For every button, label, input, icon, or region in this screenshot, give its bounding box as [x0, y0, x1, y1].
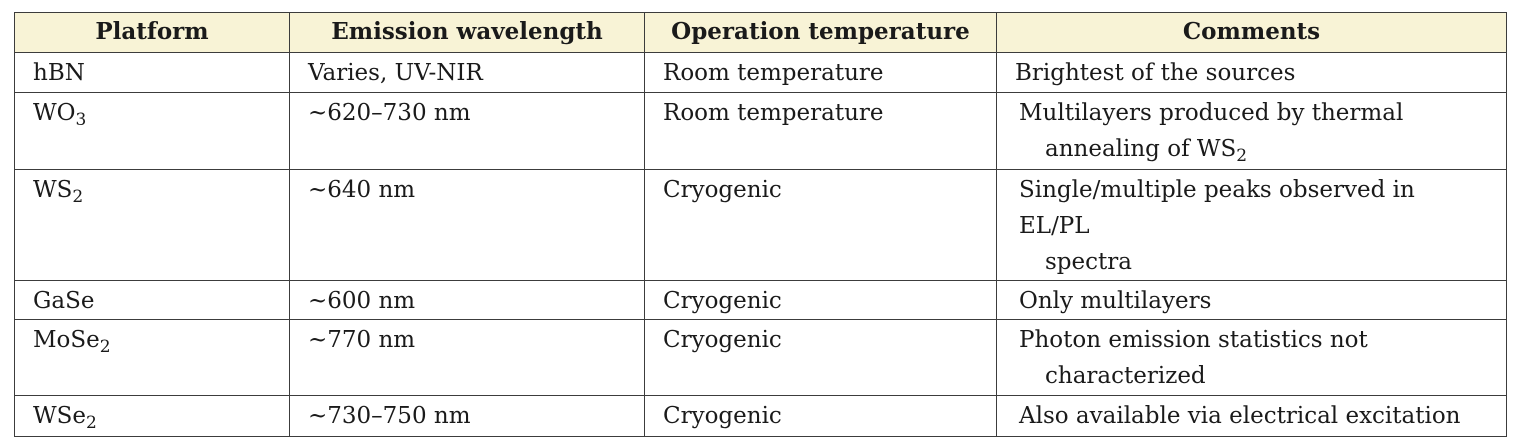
- wavelength-cell: ~620–730 nm: [289, 92, 645, 170]
- wavelength-cell: Varies, UV-NIR: [289, 52, 645, 93]
- platform-cell: WS2: [14, 169, 290, 281]
- wavelength-cell: ~600 nm: [289, 280, 645, 320]
- platform-cell: GaSe: [14, 280, 290, 320]
- comment-cell: Photon emission statistics not character…: [996, 319, 1507, 396]
- temperature-cell: Room temperature: [644, 92, 997, 170]
- comment-text-continued: annealing of WS2: [1045, 136, 1248, 166]
- temperature-cell: Cryogenic: [644, 169, 997, 281]
- comment-text: Only multilayers: [1019, 288, 1212, 314]
- comment-text-continued: spectra: [1045, 249, 1132, 275]
- emitter-table: Platform Emission wavelength Operation t…: [14, 12, 1507, 437]
- platform-cell: MoSe2: [14, 319, 290, 396]
- header-operation-temperature: Operation temperature: [644, 12, 997, 53]
- table-row: MoSe2 ~770 nm Cryogenic Photon emission …: [14, 319, 1507, 396]
- table-row: WSe2 ~730–750 nm Cryogenic Also availabl…: [14, 395, 1507, 437]
- comment-cell: Brightest of the sources: [996, 52, 1507, 93]
- temperature-cell: Room temperature: [644, 52, 997, 93]
- table-row: GaSe ~600 nm Cryogenic Only multilayers: [14, 280, 1507, 320]
- table-row: hBN Varies, UV-NIR Room temperature Brig…: [14, 52, 1507, 93]
- comment-cell: Multilayers produced by thermal annealin…: [996, 92, 1507, 170]
- comment-text: Photon emission statistics not: [1019, 327, 1368, 353]
- header-emission-wavelength: Emission wavelength: [289, 12, 645, 53]
- header-platform: Platform: [14, 12, 290, 53]
- platform-cell: WSe2: [14, 395, 290, 437]
- wavelength-cell: ~770 nm: [289, 319, 645, 396]
- platform-name: hBN: [33, 60, 85, 86]
- platform-name: MoSe: [33, 327, 100, 353]
- wavelength-cell: ~730–750 nm: [289, 395, 645, 437]
- platform-subscript: 3: [75, 110, 87, 130]
- comment-text-continued: characterized: [1045, 363, 1206, 389]
- header-row: Platform Emission wavelength Operation t…: [14, 12, 1507, 53]
- table-row: WO3 ~620–730 nm Room temperature Multila…: [14, 92, 1507, 170]
- comment-cell: Also available via electrical excitation: [996, 395, 1507, 437]
- temperature-cell: Cryogenic: [644, 280, 997, 320]
- platform-subscript: 2: [86, 413, 97, 433]
- platform-subscript: 2: [99, 337, 111, 357]
- platform-cell: hBN: [14, 52, 290, 93]
- comment-cell: Only multilayers: [996, 280, 1507, 320]
- header-comments: Comments: [996, 12, 1507, 53]
- platform-name: WS: [33, 177, 73, 203]
- platform-cell: WO3: [14, 92, 290, 170]
- comment-cell: Single/multiple peaks observed in EL/PL …: [996, 169, 1507, 281]
- platform-name: WO: [33, 100, 76, 126]
- wavelength-cell: ~640 nm: [289, 169, 645, 281]
- comment-text: Multilayers produced by thermal: [1019, 100, 1404, 126]
- comment-subscript: 2: [1236, 146, 1248, 166]
- platform-name: GaSe: [33, 288, 95, 314]
- comment-text: Brightest of the sources: [1015, 60, 1296, 86]
- temperature-cell: Cryogenic: [644, 395, 997, 437]
- temperature-cell: Cryogenic: [644, 319, 997, 396]
- platform-name: WSe: [33, 403, 87, 429]
- comment-text: Single/multiple peaks observed in EL/PL: [1019, 177, 1415, 239]
- comment-text: Also available via electrical excitation: [1019, 403, 1461, 429]
- platform-subscript: 2: [72, 187, 84, 207]
- table-row: WS2 ~640 nm Cryogenic Single/multiple pe…: [14, 169, 1507, 281]
